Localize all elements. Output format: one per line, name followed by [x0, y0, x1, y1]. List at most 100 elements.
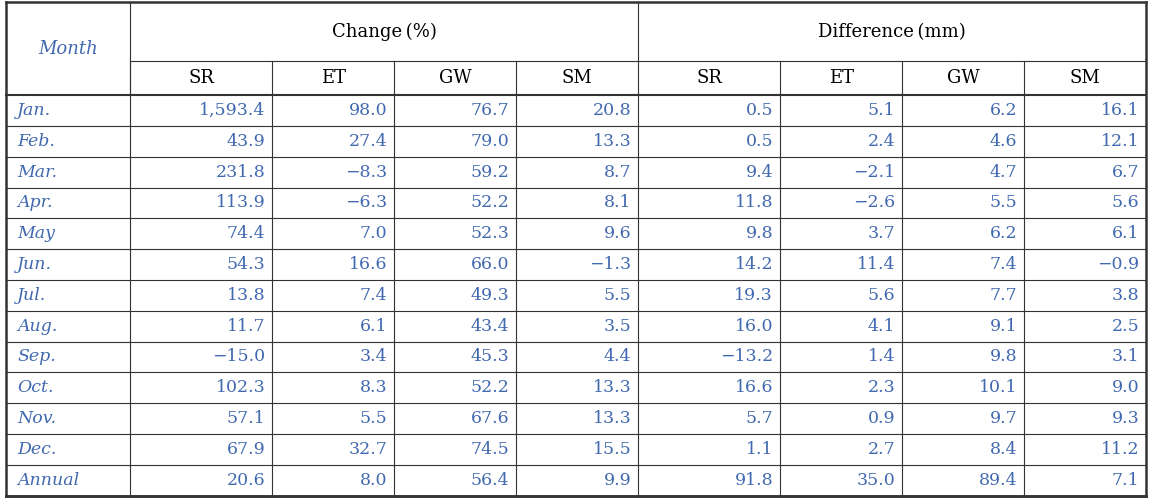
- Text: 5.5: 5.5: [359, 410, 387, 427]
- Text: 10.1: 10.1: [979, 379, 1017, 396]
- Text: 16.0: 16.0: [735, 318, 773, 335]
- Text: 0.5: 0.5: [745, 102, 773, 119]
- Text: Mar.: Mar.: [17, 164, 58, 181]
- Text: 3.1: 3.1: [1112, 349, 1139, 366]
- Text: 20.8: 20.8: [593, 102, 631, 119]
- Text: SM: SM: [562, 69, 592, 87]
- Text: Oct.: Oct.: [17, 379, 54, 396]
- Text: 66.0: 66.0: [471, 256, 509, 273]
- Text: 27.4: 27.4: [349, 133, 387, 150]
- Text: Nov.: Nov.: [17, 410, 56, 427]
- Text: 15.5: 15.5: [592, 441, 631, 458]
- Text: 2.4: 2.4: [867, 133, 895, 150]
- Text: 4.4: 4.4: [604, 349, 631, 366]
- Text: 5.5: 5.5: [990, 194, 1017, 212]
- Text: 19.3: 19.3: [735, 287, 773, 304]
- Text: Change (%): Change (%): [332, 22, 437, 41]
- Text: 74.5: 74.5: [471, 441, 509, 458]
- Text: −8.3: −8.3: [346, 164, 387, 181]
- Text: 49.3: 49.3: [471, 287, 509, 304]
- Text: 6.7: 6.7: [1112, 164, 1139, 181]
- Text: 57.1: 57.1: [227, 410, 265, 427]
- Text: 4.1: 4.1: [867, 318, 895, 335]
- Text: 91.8: 91.8: [735, 472, 773, 489]
- Text: 52.2: 52.2: [470, 194, 509, 212]
- Text: 52.2: 52.2: [470, 379, 509, 396]
- Text: 102.3: 102.3: [215, 379, 265, 396]
- Text: Annual: Annual: [17, 472, 79, 489]
- Text: GW: GW: [439, 69, 471, 87]
- Text: 1.1: 1.1: [745, 441, 773, 458]
- Text: Feb.: Feb.: [17, 133, 55, 150]
- Text: 2.7: 2.7: [867, 441, 895, 458]
- Text: 9.9: 9.9: [604, 472, 631, 489]
- Text: SR: SR: [696, 69, 722, 87]
- Text: Month: Month: [38, 40, 98, 58]
- Text: 67.6: 67.6: [471, 410, 509, 427]
- Text: −1.3: −1.3: [590, 256, 631, 273]
- Text: 11.2: 11.2: [1100, 441, 1139, 458]
- Text: 16.6: 16.6: [735, 379, 773, 396]
- Text: 8.7: 8.7: [604, 164, 631, 181]
- Text: 12.1: 12.1: [1100, 133, 1139, 150]
- Text: Jul.: Jul.: [17, 287, 46, 304]
- Text: 9.8: 9.8: [990, 349, 1017, 366]
- Text: 11.4: 11.4: [857, 256, 895, 273]
- Text: 6.2: 6.2: [990, 225, 1017, 242]
- Text: ET: ET: [320, 69, 346, 87]
- Text: 14.2: 14.2: [735, 256, 773, 273]
- Text: −0.9: −0.9: [1097, 256, 1139, 273]
- Text: Jun.: Jun.: [17, 256, 52, 273]
- Text: 8.3: 8.3: [359, 379, 387, 396]
- Text: 6.1: 6.1: [1112, 225, 1139, 242]
- Text: Apr.: Apr.: [17, 194, 53, 212]
- Text: 5.5: 5.5: [604, 287, 631, 304]
- Text: 3.4: 3.4: [359, 349, 387, 366]
- Text: Sep.: Sep.: [17, 349, 56, 366]
- Text: −15.0: −15.0: [212, 349, 265, 366]
- Text: 9.3: 9.3: [1112, 410, 1139, 427]
- Text: 32.7: 32.7: [348, 441, 387, 458]
- Text: 7.7: 7.7: [990, 287, 1017, 304]
- Text: 9.0: 9.0: [1112, 379, 1139, 396]
- Text: 11.8: 11.8: [735, 194, 773, 212]
- Text: 13.3: 13.3: [592, 410, 631, 427]
- Text: 98.0: 98.0: [349, 102, 387, 119]
- Text: 231.8: 231.8: [215, 164, 265, 181]
- Text: Difference (mm): Difference (mm): [818, 22, 967, 40]
- Text: 5.6: 5.6: [867, 287, 895, 304]
- Text: 3.7: 3.7: [867, 225, 895, 242]
- Text: 45.3: 45.3: [471, 349, 509, 366]
- Text: 0.9: 0.9: [867, 410, 895, 427]
- Text: GW: GW: [947, 69, 979, 87]
- Text: 52.3: 52.3: [470, 225, 509, 242]
- Text: 89.4: 89.4: [979, 472, 1017, 489]
- Text: 1,593.4: 1,593.4: [199, 102, 265, 119]
- Text: 9.7: 9.7: [990, 410, 1017, 427]
- Text: 4.7: 4.7: [990, 164, 1017, 181]
- Text: 16.1: 16.1: [1101, 102, 1139, 119]
- Text: 4.6: 4.6: [990, 133, 1017, 150]
- Text: 35.0: 35.0: [856, 472, 895, 489]
- Text: 9.1: 9.1: [990, 318, 1017, 335]
- Text: May: May: [17, 225, 55, 242]
- Text: 2.5: 2.5: [1112, 318, 1139, 335]
- Text: 13.3: 13.3: [592, 133, 631, 150]
- Text: 7.0: 7.0: [359, 225, 387, 242]
- Text: 5.6: 5.6: [1112, 194, 1139, 212]
- Text: 7.1: 7.1: [1112, 472, 1139, 489]
- Text: −6.3: −6.3: [346, 194, 387, 212]
- Text: 74.4: 74.4: [227, 225, 265, 242]
- Text: Aug.: Aug.: [17, 318, 58, 335]
- Text: 9.8: 9.8: [745, 225, 773, 242]
- Text: ET: ET: [828, 69, 854, 87]
- Text: 9.4: 9.4: [745, 164, 773, 181]
- Text: 67.9: 67.9: [227, 441, 265, 458]
- Text: 6.1: 6.1: [359, 318, 387, 335]
- Text: 3.8: 3.8: [1112, 287, 1139, 304]
- Text: 2.3: 2.3: [867, 379, 895, 396]
- Text: Jan.: Jan.: [17, 102, 52, 119]
- Text: 113.9: 113.9: [215, 194, 265, 212]
- Text: 59.2: 59.2: [470, 164, 509, 181]
- Text: 8.1: 8.1: [604, 194, 631, 212]
